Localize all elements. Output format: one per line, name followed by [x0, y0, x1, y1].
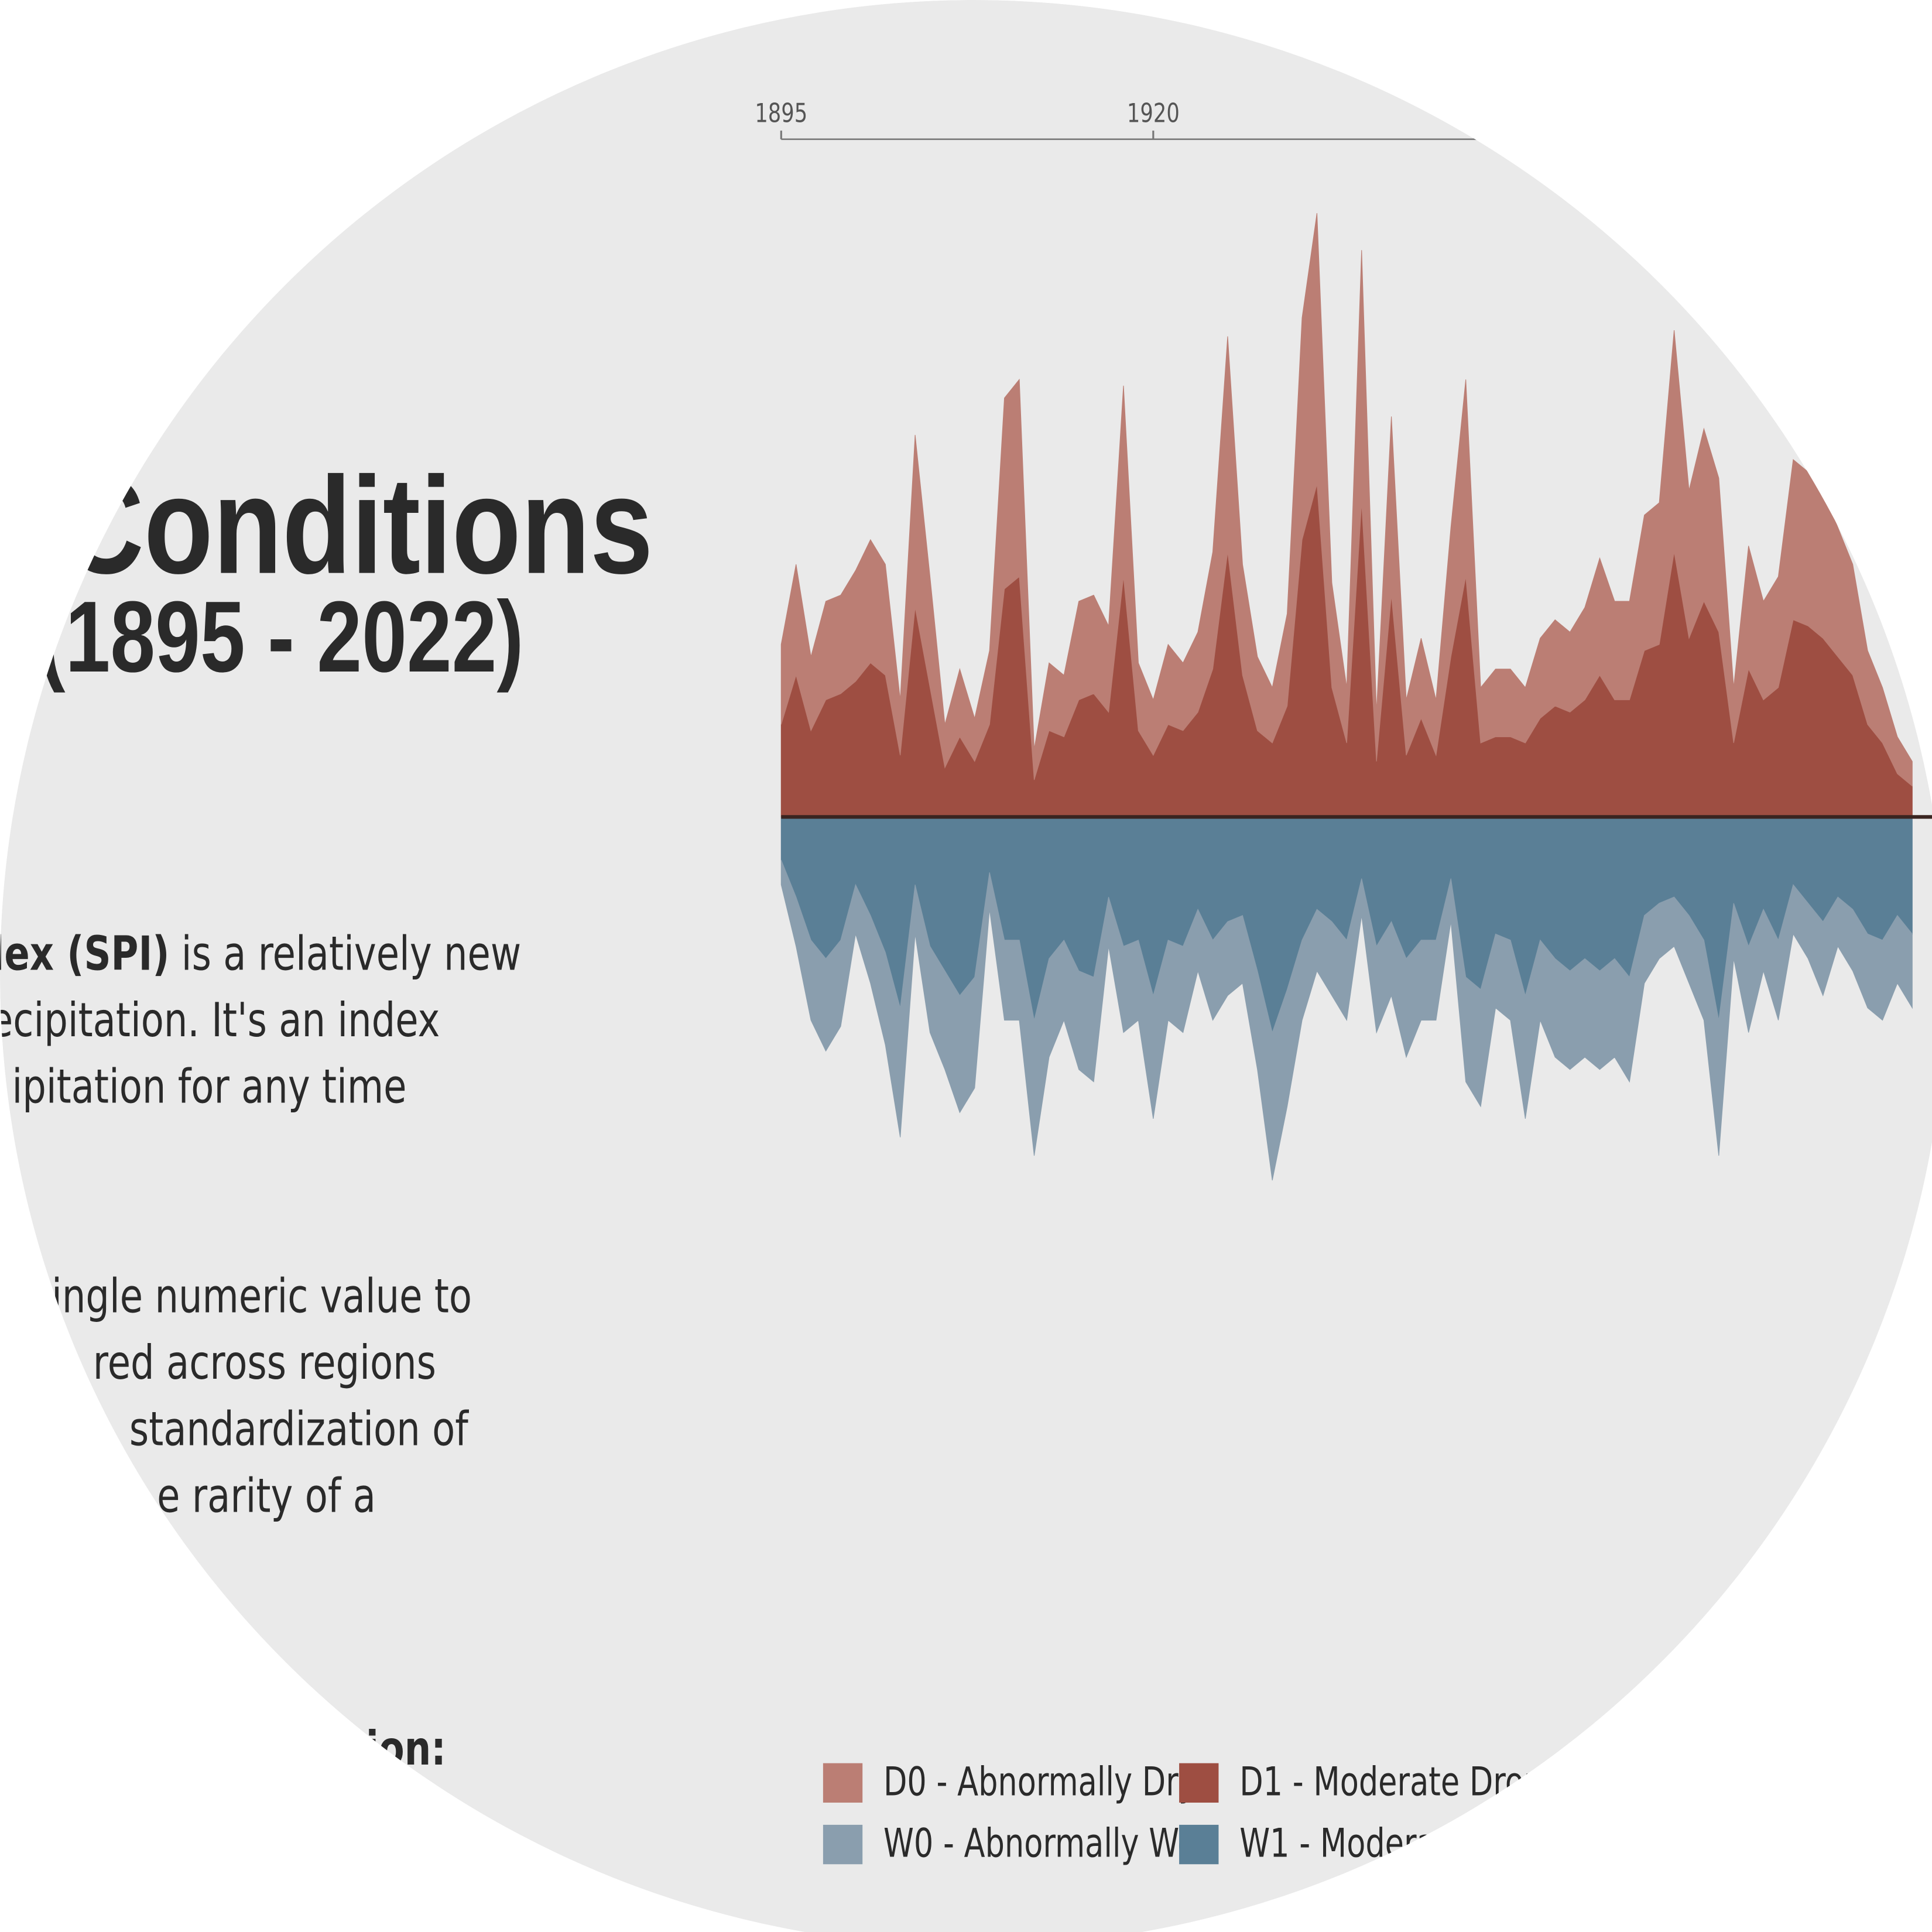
body-bold: ion: [366, 1722, 446, 1776]
legend-swatch [1179, 1824, 1219, 1865]
legend-swatch [823, 1763, 863, 1803]
body-line: ipitation for any time [12, 1060, 406, 1115]
body-text: red across regions [93, 1336, 436, 1390]
body-text: e rarity of a [157, 1469, 376, 1523]
legend-label: D0 - Abnormally Dry [883, 1759, 1197, 1805]
body-line: red across regions [93, 1336, 436, 1390]
body-text: ecipitation. It's an index [0, 994, 440, 1048]
body-text: ion: [366, 1722, 446, 1776]
body-line: standardization of [129, 1403, 469, 1457]
area [780, 859, 1913, 1181]
body-text: ingle numeric value to [52, 1270, 472, 1324]
chart-title: t Conditions [0, 448, 653, 602]
legend-swatch [1179, 1763, 1219, 1803]
legend-label: W1 - Moderately Wet [1239, 1821, 1563, 1866]
body-line: e rarity of a [157, 1469, 376, 1523]
body-text: dex (SPI) is a relatively new [0, 927, 521, 981]
body-bold: dex (SPI) [0, 927, 169, 981]
legend-swatch [823, 1824, 863, 1865]
body-text: ipitation for any time [12, 1060, 406, 1115]
body-text: standardization of [129, 1403, 469, 1457]
body-line: ingle numeric value to [52, 1270, 472, 1324]
chart-subtitle: (1895 - 2022) [39, 581, 524, 693]
body-line: ecipitation. It's an index [0, 994, 440, 1048]
legend-label: D1 - Moderate Drought [1239, 1759, 1594, 1805]
area [780, 213, 1913, 787]
x-tick-label: 1920 [1127, 99, 1180, 129]
body-line: is a relatively new [169, 927, 521, 981]
x-tick-label: 1895 [755, 99, 807, 129]
legend-label: W0 - Abnormally Wet [883, 1821, 1208, 1866]
